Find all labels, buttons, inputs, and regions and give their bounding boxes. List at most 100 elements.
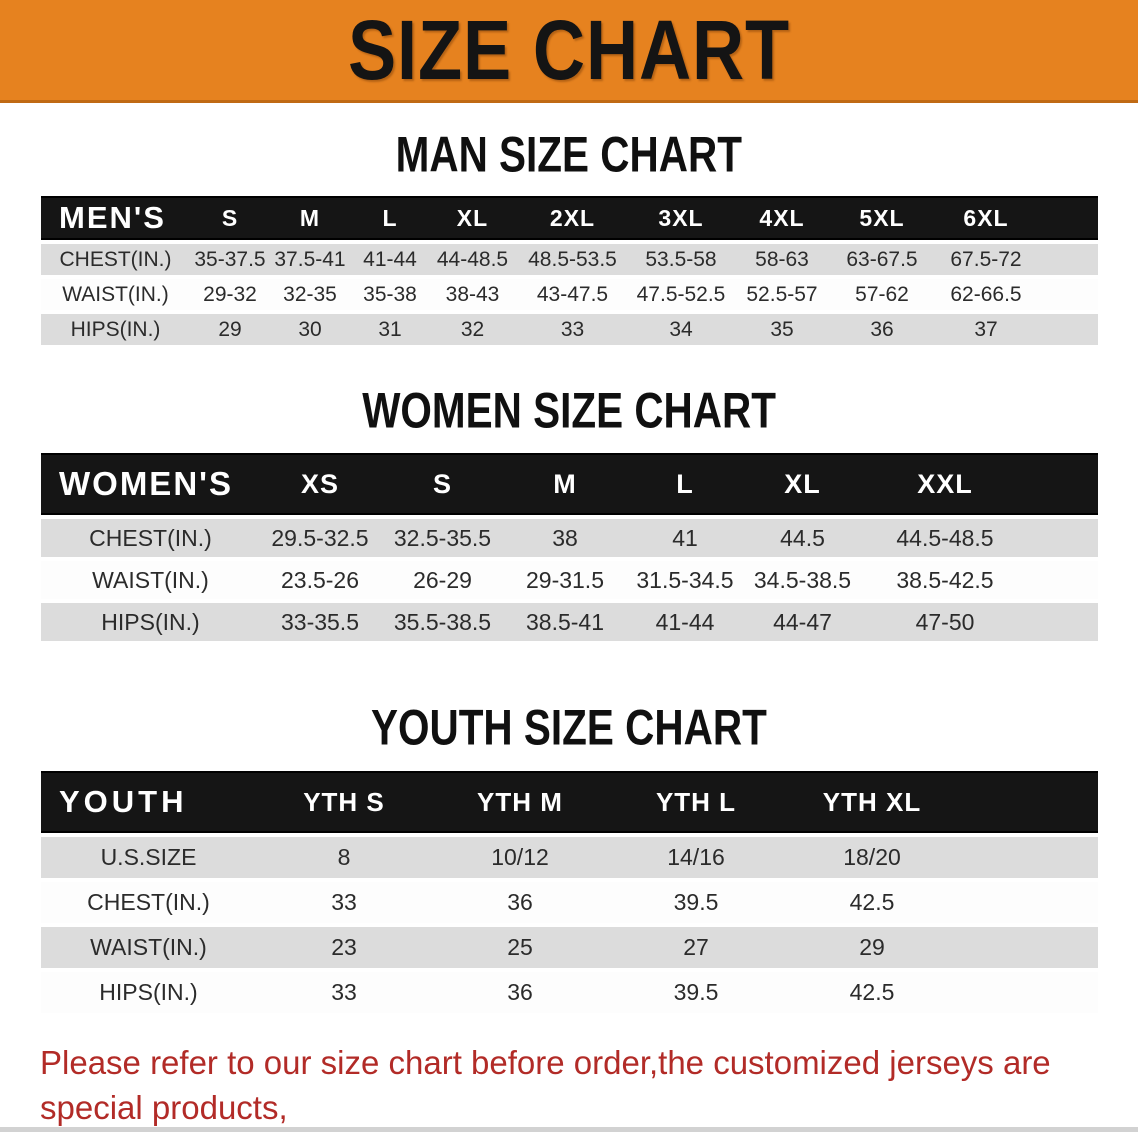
size-value: 26-29 [380, 557, 505, 599]
size-value: 38-43 [430, 275, 515, 310]
size-value: 32.5-35.5 [380, 515, 505, 557]
table-row: CHEST(IN.) 35-37.5 37.5-41 41-44 44-48.5 48.5… [41, 240, 1098, 275]
size-value: 32 [430, 310, 515, 345]
size-column-header: L [350, 196, 430, 240]
size-value: 30 [270, 310, 350, 345]
size-value: 43-47.5 [515, 275, 630, 310]
measurement-label: U.S.SIZE [41, 833, 256, 878]
size-value: 34.5-38.5 [745, 557, 860, 599]
header-filler [960, 771, 1098, 833]
size-value: 35-37.5 [190, 240, 270, 275]
banner-title: SIZE CHART [347, 2, 791, 97]
size-value: 47-50 [860, 599, 1030, 641]
header-filler [1040, 196, 1098, 240]
table-row: WAIST(IN.) 29-32 32-35 35-38 38-43 43-47.5 47.… [41, 275, 1098, 310]
size-column-header: 6XL [932, 196, 1040, 240]
table-row: WAIST(IN.) 23 25 27 29 [41, 923, 1098, 968]
table-row: WAIST(IN.) 23.5-26 26-29 29-31.5 31.5-34.5 34… [41, 557, 1098, 599]
size-column-header: 3XL [630, 196, 732, 240]
youth-size-table: YOUTH YTH S YTH M YTH L YTH XL U.S.SIZE 8 10/12… [41, 771, 1098, 1013]
size-value: 62-66.5 [932, 275, 1040, 310]
table-row: CHEST(IN.) 33 36 39.5 42.5 [41, 878, 1098, 923]
row-filler [1030, 515, 1098, 557]
size-value: 33 [256, 878, 432, 923]
row-filler [960, 923, 1098, 968]
image-bottom-edge [0, 1127, 1138, 1132]
measurement-label: CHEST(IN.) [41, 878, 256, 923]
size-value: 29-31.5 [505, 557, 625, 599]
size-value: 29-32 [190, 275, 270, 310]
size-value: 27 [608, 923, 784, 968]
size-column-header: XS [260, 453, 380, 515]
table-row: HIPS(IN.) 33-35.5 35.5-38.5 38.5-41 41-44 44-… [41, 599, 1098, 641]
women-size-chart-heading: WOMEN SIZE CHART [362, 381, 776, 439]
size-column-header: XL [430, 196, 515, 240]
row-filler [960, 833, 1098, 878]
size-value: 29 [784, 923, 960, 968]
size-value: 8 [256, 833, 432, 878]
size-column-header: S [190, 196, 270, 240]
table-row: HIPS(IN.) 29 30 31 32 33 34 35 36 37 [41, 310, 1098, 345]
size-value: 38 [505, 515, 625, 557]
size-value: 44.5 [745, 515, 860, 557]
size-value: 10/12 [432, 833, 608, 878]
disclaimer-note: Please refer to our size chart before or… [40, 1040, 1138, 1132]
size-value: 37 [932, 310, 1040, 345]
disclaimer-line-1: Please refer to our size chart before or… [40, 1044, 1051, 1126]
size-value: 63-67.5 [832, 240, 932, 275]
size-value: 35-38 [350, 275, 430, 310]
size-value: 52.5-57 [732, 275, 832, 310]
size-column-header: M [270, 196, 350, 240]
size-value: 18/20 [784, 833, 960, 878]
table-corner-label: MEN'S [41, 196, 190, 240]
size-column-header: S [380, 453, 505, 515]
size-column-header: XL [745, 453, 860, 515]
size-value: 48.5-53.5 [515, 240, 630, 275]
size-column-header: YTH L [608, 771, 784, 833]
row-filler [1040, 275, 1098, 310]
size-value: 25 [432, 923, 608, 968]
table-corner-label: WOMEN'S [41, 453, 260, 515]
row-filler [960, 878, 1098, 923]
size-value: 41 [625, 515, 745, 557]
size-value: 36 [832, 310, 932, 345]
youth-size-chart-heading: YOUTH SIZE CHART [371, 698, 767, 756]
size-column-header: 5XL [832, 196, 932, 240]
size-value: 33-35.5 [260, 599, 380, 641]
row-filler [1030, 599, 1098, 641]
womens-size-table: WOMEN'S XS S M L XL XXL CHEST(IN.) 29.5-32.5 32.5… [41, 453, 1098, 641]
size-value: 44.5-48.5 [860, 515, 1030, 557]
size-value: 31 [350, 310, 430, 345]
man-size-chart-heading: MAN SIZE CHART [395, 125, 743, 183]
measurement-label: WAIST(IN.) [41, 557, 260, 599]
size-value: 67.5-72 [932, 240, 1040, 275]
size-value: 14/16 [608, 833, 784, 878]
size-value: 41-44 [350, 240, 430, 275]
size-value: 44-48.5 [430, 240, 515, 275]
banner: SIZE CHART [0, 0, 1138, 103]
header-row: YOUTH YTH S YTH M YTH L YTH XL [41, 771, 1098, 833]
size-value: 42.5 [784, 878, 960, 923]
mens-size-table: MEN'S S M L XL 2XL 3XL 4XL 5XL 6XL CHEST(IN.) 35-37… [41, 196, 1098, 345]
size-value: 35.5-38.5 [380, 599, 505, 641]
size-value: 23.5-26 [260, 557, 380, 599]
size-value: 38.5-42.5 [860, 557, 1030, 599]
size-value: 32-35 [270, 275, 350, 310]
size-column-header: XXL [860, 453, 1030, 515]
size-column-header: M [505, 453, 625, 515]
measurement-label: HIPS(IN.) [41, 968, 256, 1013]
header-filler [1030, 453, 1098, 515]
measurement-label: WAIST(IN.) [41, 275, 190, 310]
size-column-header: L [625, 453, 745, 515]
size-value: 58-63 [732, 240, 832, 275]
size-value: 44-47 [745, 599, 860, 641]
measurement-label: HIPS(IN.) [41, 310, 190, 345]
size-value: 33 [515, 310, 630, 345]
measurement-label: HIPS(IN.) [41, 599, 260, 641]
size-value: 38.5-41 [505, 599, 625, 641]
size-column-header: YTH XL [784, 771, 960, 833]
table-row: U.S.SIZE 8 10/12 14/16 18/20 [41, 833, 1098, 878]
measurement-label: CHEST(IN.) [41, 240, 190, 275]
table-row: CHEST(IN.) 29.5-32.5 32.5-35.5 38 41 44.5 44.5… [41, 515, 1098, 557]
